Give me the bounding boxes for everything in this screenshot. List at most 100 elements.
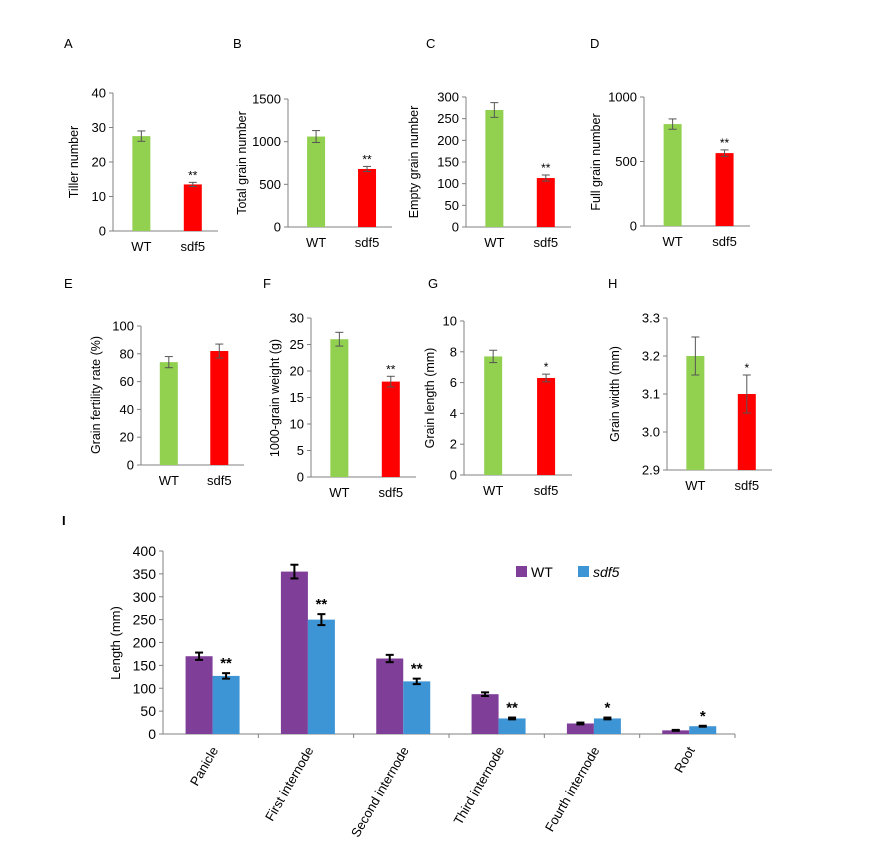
- y-axis-label: Grain width (mm): [608, 346, 622, 442]
- panel-label: B: [233, 36, 242, 51]
- x-tick-label: sdf5: [712, 234, 737, 249]
- y-tick-label: 3.0: [642, 425, 660, 440]
- y-tick-label: 1000: [608, 90, 637, 105]
- y-axis-label: Grain length (mm): [423, 348, 437, 449]
- x-tick-label: sdf5: [181, 239, 206, 254]
- y-axis-label: Grain fertility rate (%): [89, 336, 103, 454]
- bar-sdf5: [737, 394, 756, 470]
- y-axis-label: Total grain number: [235, 111, 249, 215]
- panel-c: C 0 50 100 150 200 250 300 Empty grain number WT *…: [407, 36, 571, 250]
- y-tick-label: 0: [274, 220, 281, 235]
- y-tick-label: 0: [127, 458, 134, 473]
- y-tick-label: 10: [443, 314, 457, 329]
- y-tick-label: 100: [112, 319, 134, 334]
- bar-sdf5: [381, 381, 400, 477]
- significance-mark: **: [411, 661, 423, 678]
- bar-sdf5: [593, 718, 621, 734]
- y-tick-label: 20: [290, 364, 304, 379]
- y-tick-label: 0: [452, 220, 459, 235]
- panel-label: C: [426, 36, 435, 51]
- x-tick-label: WT: [484, 235, 504, 250]
- y-tick-label: 80: [120, 346, 134, 361]
- bar-sdf5: [498, 718, 526, 734]
- y-tick-label: 1500: [252, 92, 281, 107]
- bar-wt: [663, 124, 682, 226]
- y-tick-label: 0: [297, 470, 304, 485]
- legend-swatch-sdf5: [578, 566, 589, 577]
- y-tick-label: 200: [437, 133, 459, 148]
- y-tick-label: 15: [290, 390, 304, 405]
- y-tick-label: 60: [120, 374, 134, 389]
- y-tick-label: 500: [615, 154, 637, 169]
- bar-sdf5: [358, 168, 377, 227]
- y-axis-label: 1000-grain weight (g): [268, 339, 282, 457]
- x-tick-label: WT: [131, 239, 151, 254]
- significance-mark: **: [541, 161, 551, 175]
- y-tick-label: 8: [450, 344, 457, 359]
- y-tick-label: 300: [437, 90, 459, 105]
- x-tick-label: WT: [306, 235, 326, 250]
- y-tick-label: 0: [99, 224, 106, 239]
- x-tick-label: Fourth internode: [542, 744, 603, 834]
- y-tick-label: 40: [120, 402, 134, 417]
- significance-mark: **: [220, 655, 232, 672]
- x-tick-label: Panicle: [187, 744, 221, 788]
- x-tick-label: sdf5: [207, 473, 232, 488]
- x-tick-label: Second internode: [348, 744, 412, 840]
- panel-f: F 0 5 10 15 20 25 30 1000-grain weight (g) WT ** sd…: [263, 276, 416, 500]
- x-tick-label: WT: [685, 478, 705, 493]
- y-tick-label: 50: [140, 703, 156, 719]
- x-tick-label: sdf5: [534, 235, 559, 250]
- panel-label: H: [608, 276, 617, 291]
- bar-wt: [485, 110, 504, 227]
- significance-mark: **: [362, 152, 372, 166]
- y-tick-label: 10: [92, 189, 106, 204]
- bar-wt: [662, 730, 690, 734]
- bar-wt: [484, 356, 503, 475]
- bar-sdf5: [537, 377, 556, 475]
- y-tick-label: 0: [630, 219, 637, 234]
- bar-wt: [686, 356, 705, 470]
- legend: WT sdf5: [516, 564, 620, 580]
- legend-label-sdf5: sdf5: [593, 564, 620, 580]
- bar-wt: [376, 658, 404, 734]
- significance-mark: *: [700, 708, 706, 725]
- bar-wt: [566, 723, 594, 734]
- x-tick-label: WT: [159, 473, 179, 488]
- panel-d: D 0 500 1000 Full grain number WT ** sdf5: [589, 36, 750, 249]
- x-tick-label: sdf5: [534, 483, 559, 498]
- legend-swatch-wt: [516, 566, 527, 577]
- panel-label: G: [428, 276, 438, 291]
- x-tick-label: WT: [483, 483, 503, 498]
- significance-mark: **: [188, 168, 198, 182]
- y-tick-label: 100: [133, 680, 157, 696]
- y-tick-label: 3.3: [642, 311, 660, 326]
- y-tick-label: 300: [133, 589, 157, 605]
- significance-mark: **: [316, 596, 328, 613]
- y-tick-label: 100: [437, 176, 459, 191]
- y-axis-label: Full grain number: [589, 113, 603, 210]
- y-tick-label: 250: [437, 111, 459, 126]
- bar-wt: [330, 339, 349, 477]
- bar-sdf5: [689, 726, 717, 734]
- y-tick-label: 10: [290, 417, 304, 432]
- y-tick-label: 150: [133, 657, 157, 673]
- significance-mark: *: [744, 361, 749, 375]
- y-tick-label: 500: [259, 177, 281, 192]
- y-tick-label: 200: [133, 635, 157, 651]
- bar-wt: [185, 656, 213, 734]
- significance-mark: **: [386, 362, 396, 376]
- y-tick-label: 350: [133, 566, 157, 582]
- significance-mark: *: [604, 700, 610, 717]
- x-tick-label: WT: [663, 234, 683, 249]
- bar-sdf5: [307, 619, 335, 734]
- bar-wt: [280, 571, 308, 734]
- bar-wt: [307, 136, 326, 227]
- y-tick-label: 6: [450, 375, 457, 390]
- panel-label: E: [64, 276, 73, 291]
- bar-wt: [471, 694, 499, 734]
- y-tick-label: 150: [437, 155, 459, 170]
